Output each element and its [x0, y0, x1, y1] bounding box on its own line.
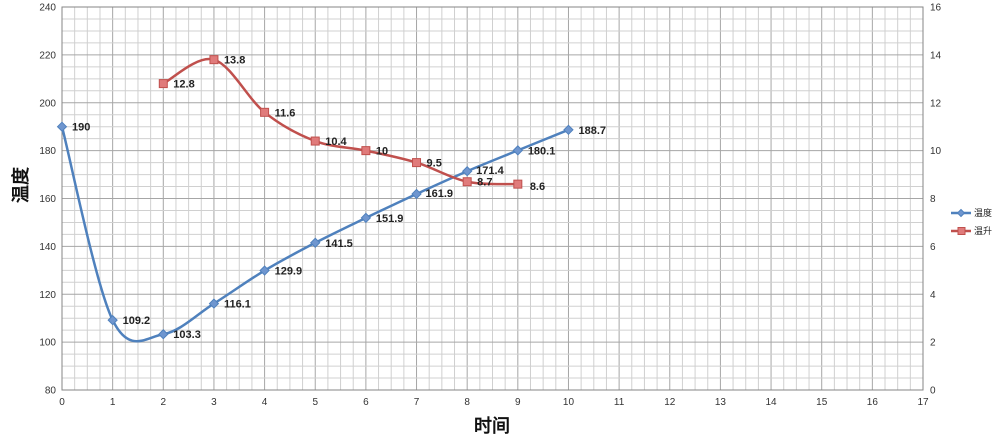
data-label: 161.9 [426, 188, 454, 200]
data-label: 11.6 [275, 107, 296, 119]
gridlines [61, 6, 924, 391]
x-axis-tick-label: 17 [917, 397, 929, 408]
x-axis-tick-label: 0 [59, 397, 65, 408]
legend-label: 温度 [974, 207, 992, 218]
data-point-marker [412, 158, 422, 168]
x-axis-tick-label: 8 [464, 397, 470, 408]
legend-marker [956, 208, 966, 218]
x-axis-tick-label: 14 [765, 397, 777, 408]
right-axis-tick-label: 8 [930, 194, 936, 205]
x-axis-tick-label: 5 [312, 397, 318, 408]
x-axis-tick-label: 4 [262, 397, 268, 408]
data-label: 8.7 [477, 177, 492, 189]
data-point-marker [208, 298, 220, 309]
data-point-marker [513, 179, 523, 189]
x-axis-tick-label: 11 [614, 397, 625, 408]
right-axis-tick-label: 2 [930, 338, 936, 349]
left-axis-tick-label: 220 [39, 50, 56, 61]
right-axis-tick-label: 14 [930, 50, 942, 61]
right-axis-ticks: 0 2 4 6 8 10 12 14 16 [930, 3, 942, 397]
data-point-marker [360, 212, 372, 224]
data-point-marker [209, 55, 219, 65]
series-2-line [162, 57, 520, 186]
legend-item: 温升 [951, 226, 992, 236]
data-label: 116.1 [224, 299, 251, 311]
data-label: 151.9 [376, 213, 404, 225]
x-axis-tick-label: 12 [664, 397, 676, 408]
legend-marker [957, 227, 966, 235]
data-label: 8.6 [530, 181, 545, 193]
x-axis-title: 时间 [474, 416, 510, 437]
data-point-marker [260, 107, 270, 117]
data-label: 12.8 [173, 79, 194, 91]
y-axis-title: 温度 [10, 166, 32, 203]
x-axis-tick-label: 7 [414, 397, 420, 408]
data-point-marker [158, 79, 168, 89]
left-axis-tick-label: 240 [39, 3, 56, 14]
x-axis-tick-label: 9 [515, 397, 521, 408]
data-point-marker [411, 188, 422, 200]
data-label: 180.1 [528, 145, 556, 157]
left-axis-ticks: 80 100 120 140 160 180 200 220 240 [39, 3, 56, 397]
left-axis-tick-label: 180 [39, 146, 56, 157]
x-axis-tick-label: 6 [363, 397, 369, 408]
data-label: 190 [72, 122, 90, 134]
data-point-marker [310, 136, 320, 146]
right-axis-tick-label: 0 [930, 386, 936, 397]
x-axis-tick-label: 10 [563, 397, 575, 408]
data-label: 10.4 [325, 136, 347, 148]
right-axis-tick-label: 16 [930, 3, 942, 14]
data-label: 171.4 [476, 165, 504, 177]
data-point-marker [56, 121, 68, 132]
x-axis-tick-label: 3 [211, 397, 217, 408]
left-axis-tick-label: 80 [45, 386, 57, 397]
legend-item: 温度 [951, 207, 992, 218]
series-2: 12.8 13.8 11.6 10.4 10 9.5 8.7 8.6 [158, 55, 545, 193]
data-label: 141.5 [325, 238, 353, 250]
series-1: 190 109.2 103.3 116.1 129.9 141.5 151.9 161.9 17… [56, 121, 606, 343]
data-point-marker [512, 145, 524, 156]
data-point-marker [361, 146, 371, 156]
right-axis-tick-label: 10 [930, 146, 942, 157]
right-axis-tick-label: 12 [930, 98, 942, 109]
data-label: 129.9 [275, 266, 303, 278]
data-label: 13.8 [224, 55, 245, 67]
data-label: 109.2 [123, 315, 151, 327]
plot-area-border [61, 6, 924, 391]
data-label: 9.5 [427, 158, 442, 170]
left-axis-tick-label: 100 [39, 338, 56, 349]
data-point-marker [107, 314, 118, 326]
left-axis-tick-label: 140 [39, 242, 56, 253]
x-axis-tick-label: 15 [816, 397, 828, 408]
left-axis-tick-label: 200 [39, 98, 56, 109]
right-axis-tick-label: 6 [930, 242, 936, 253]
x-axis-tick-label: 13 [715, 397, 727, 408]
legend-label: 温升 [974, 226, 992, 236]
data-point-marker [563, 124, 574, 136]
left-axis-tick-label: 120 [39, 290, 56, 301]
left-axis-tick-label: 160 [39, 194, 56, 205]
series-layer: 190 109.2 103.3 116.1 129.9 141.5 151.9 161.9 17… [56, 55, 606, 343]
x-axis-tick-label: 16 [867, 397, 879, 408]
right-axis-tick-label: 4 [930, 290, 936, 301]
x-axis-tick-label: 1 [110, 397, 116, 408]
data-label: 103.3 [173, 329, 201, 341]
data-label: 188.7 [578, 125, 606, 137]
x-axis-ticks: 0 1 2 3 4 5 6 7 8 9 10 11 12 13 14 15 16 17 [59, 397, 929, 408]
data-point-marker [461, 166, 473, 177]
data-point-marker [259, 265, 270, 276]
data-point-marker [158, 329, 169, 340]
data-point-marker [462, 177, 472, 187]
data-point-marker [310, 237, 321, 248]
x-axis-tick-label: 2 [161, 397, 167, 408]
data-label: 10 [376, 146, 388, 158]
